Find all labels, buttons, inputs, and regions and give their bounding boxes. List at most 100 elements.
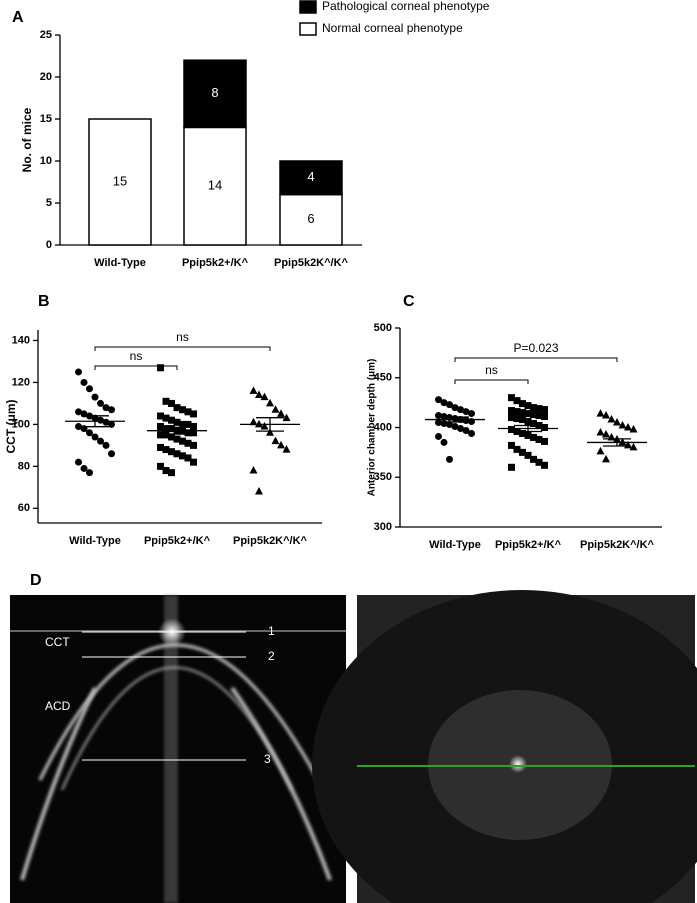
data-point [541, 437, 548, 445]
panel-label: A [12, 9, 24, 26]
x-tick-label: Ppip5k2+/K^ [182, 257, 249, 269]
data-point [162, 431, 170, 439]
data-point [173, 404, 181, 412]
oct-image: CCT ACD 1 2 3 [10, 595, 346, 903]
data-point [179, 406, 186, 414]
y-tick-label: 120 [12, 376, 30, 388]
y-tick-label: 100 [12, 418, 30, 430]
y-tick-label: 300 [374, 521, 392, 533]
data-point [513, 408, 521, 416]
data-point [108, 406, 115, 414]
data-point [102, 418, 110, 426]
panel-label: B [38, 293, 50, 310]
data-point [184, 439, 192, 447]
data-point [190, 410, 197, 418]
bar-segment [183, 59, 247, 129]
significance-label: ns [485, 363, 498, 377]
data-point [86, 469, 93, 477]
image-label: 3 [264, 752, 271, 766]
data-point [451, 404, 459, 412]
data-point [97, 399, 104, 407]
data-point [530, 404, 537, 412]
data-point [173, 435, 181, 443]
data-point [184, 420, 192, 428]
data-point [184, 454, 192, 462]
image-label: 2 [268, 649, 275, 663]
data-point [271, 405, 280, 413]
data-point [618, 437, 627, 446]
legend-swatch [299, 22, 317, 36]
data-point [260, 392, 269, 401]
image-label: 1 [268, 624, 275, 638]
data-point [530, 433, 537, 441]
data-point [190, 429, 197, 437]
data-point [535, 458, 543, 466]
data-point [80, 464, 88, 472]
data-label: 6 [307, 211, 314, 226]
data-point [519, 409, 526, 417]
data-point [519, 448, 526, 456]
data-point [184, 408, 192, 416]
y-axis-label: Anterior chamber depth (μm) [367, 359, 378, 497]
data-point [524, 402, 532, 410]
data-point [468, 410, 475, 418]
x-tick-label: Ppip5k2K^/K^ [233, 535, 308, 547]
data-label: 14 [208, 178, 222, 193]
data-point [162, 467, 170, 475]
data-point [613, 418, 621, 426]
data-point [249, 417, 258, 426]
data-point [446, 455, 453, 463]
y-tick-label: 400 [374, 421, 392, 433]
data-point [168, 416, 175, 424]
data-point [168, 433, 175, 441]
data-point [530, 420, 537, 428]
y-tick-label: 15 [40, 113, 52, 125]
data-point [624, 423, 632, 431]
bar-segment [279, 160, 343, 196]
x-tick-label: Wild-Type [429, 539, 481, 551]
data-point [162, 397, 170, 405]
data-point [629, 442, 638, 451]
data-point [75, 408, 82, 416]
data-point [157, 462, 164, 470]
data-point [86, 429, 93, 437]
data-point [602, 411, 610, 419]
data-point [271, 436, 280, 445]
data-point [541, 406, 548, 414]
data-point [541, 424, 548, 431]
data-point [277, 440, 285, 449]
data-point [524, 410, 532, 418]
data-point [179, 437, 186, 445]
data-point [255, 390, 263, 399]
data-point [607, 415, 616, 423]
panel-label: D [30, 572, 42, 589]
data-point [435, 432, 442, 440]
x-tick-label: Ppip5k2K^/K^ [274, 257, 349, 269]
data-point [596, 409, 605, 417]
image-label: CCT [45, 635, 70, 649]
data-point [535, 435, 543, 443]
data-label: 15 [113, 173, 127, 188]
data-point [457, 406, 464, 414]
data-point [157, 443, 164, 451]
data-point [157, 364, 164, 372]
y-tick-label: 350 [374, 471, 392, 483]
data-point [508, 414, 515, 422]
data-point [249, 386, 258, 394]
data-point [524, 431, 532, 439]
data-point [451, 423, 459, 431]
data-point [157, 423, 164, 430]
data-point [508, 394, 515, 402]
data-point [108, 420, 115, 428]
data-point [440, 399, 448, 407]
data-point [508, 407, 515, 415]
data-point [508, 463, 515, 471]
y-axis-label: No. of mice [20, 107, 34, 172]
data-point [157, 431, 164, 439]
legend-label: Pathological corneal phenotype [322, 0, 490, 13]
y-tick-label: 450 [374, 372, 392, 384]
data-point [168, 469, 175, 477]
data-point [249, 466, 258, 474]
data-point [184, 429, 192, 437]
data-point [102, 404, 110, 412]
